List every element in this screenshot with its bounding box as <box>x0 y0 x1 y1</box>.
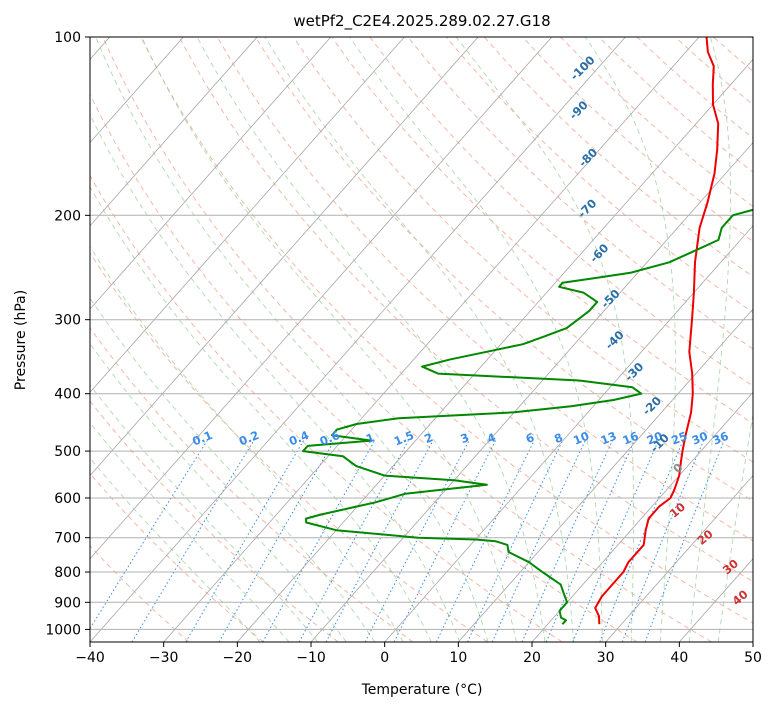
x-tick-label: −30 <box>149 650 179 666</box>
x-tick-label: 50 <box>744 650 762 666</box>
isotherm-line <box>90 37 553 560</box>
y-tick-label: 700 <box>54 531 81 547</box>
isotherm-line <box>605 474 753 642</box>
y-tick-label: 200 <box>54 208 81 224</box>
mixing-ratio-line <box>185 440 305 642</box>
x-tick-label: 30 <box>597 650 615 666</box>
isotherm-line <box>163 37 700 642</box>
moist-adiabat <box>90 297 376 642</box>
y-tick-label: 1000 <box>45 622 81 638</box>
y-tick-label: 100 <box>54 30 81 46</box>
x-axis-label: Temperature (°C) <box>361 682 483 698</box>
mixing-ratio-line <box>491 440 586 642</box>
moist-adiabat <box>90 245 404 642</box>
moist-adiabat <box>90 185 432 642</box>
moist-adiabat <box>264 37 575 642</box>
mixing-ratio-line <box>131 440 255 642</box>
dry-adiabat <box>369 37 753 387</box>
y-tick-label: 400 <box>54 387 81 403</box>
isotherm-line <box>384 225 753 642</box>
y-tick-label: 300 <box>54 313 81 329</box>
y-axis: 1000 900 800 700 600 500 400 300 200 100 <box>45 30 90 638</box>
moist-adiabat <box>95 37 489 642</box>
x-tick-label: 10 <box>449 650 467 666</box>
mixing-ratio-line <box>218 440 335 642</box>
chart-title: wetPf2_C2E4.2025.289.02.27.G18 <box>293 12 550 31</box>
y-tick-label: 500 <box>54 444 81 460</box>
dry-adiabat <box>331 37 753 425</box>
x-tick-label: −40 <box>75 650 105 666</box>
dry-adiabat <box>90 93 638 642</box>
moist-adiabat <box>349 37 603 642</box>
mixing-ratio-label: 13 <box>598 429 618 448</box>
isotherm-line <box>90 37 258 227</box>
isotherm-line <box>458 308 753 642</box>
dry-adiabat <box>140 37 753 624</box>
moist-adiabat <box>717 411 753 642</box>
isotherm-line <box>310 141 753 642</box>
moist-adiabat <box>90 457 261 642</box>
mixing-ratio-label: 20 <box>645 429 665 448</box>
x-tick-label: 20 <box>523 650 541 666</box>
x-axis: −40 −30 −20 −10 0 10 20 30 40 50 <box>75 642 762 666</box>
mixing-ratio-line <box>572 440 660 642</box>
mixing-ratio-label: 16 <box>620 429 640 448</box>
isotherm-line <box>531 391 753 642</box>
isotherm-line <box>90 37 479 477</box>
plot-frame <box>89 36 754 643</box>
mixing-ratio-line <box>262 440 376 642</box>
temperature-line <box>594 37 720 625</box>
dry-adiabat <box>178 37 753 583</box>
moist-adiabat <box>90 113 461 642</box>
dry-adiabat <box>90 174 563 642</box>
moist-adiabat <box>455 37 635 642</box>
mixing-ratio-label: 25 <box>669 429 689 448</box>
dry-adiabat <box>102 37 712 642</box>
background-lines <box>90 37 753 642</box>
isotherm-line <box>90 37 405 393</box>
x-tick-label: 40 <box>670 650 688 666</box>
x-tick-label: −20 <box>223 650 253 666</box>
moist-adiabat <box>196 37 546 642</box>
isotherm-line <box>90 37 626 642</box>
dry-adiabat <box>90 472 264 642</box>
dry-adiabat <box>445 37 753 314</box>
isotherm-line <box>237 58 753 642</box>
y-tick-label: 900 <box>54 595 81 611</box>
y-tick-label: 600 <box>54 491 81 507</box>
mixing-ratio-line <box>545 440 635 642</box>
mixing-ratio-label: 30 <box>690 429 710 448</box>
mixing-ratio-line <box>90 440 208 630</box>
mixing-ratio-line <box>521 440 613 642</box>
x-tick-label: −10 <box>296 650 326 666</box>
dry-adiabat <box>90 252 488 642</box>
profile-lines <box>302 37 753 625</box>
moist-adiabat <box>90 421 290 642</box>
isotherm-line <box>90 37 332 310</box>
mixing-ratio-label: 10 <box>571 429 591 448</box>
moist-adiabat <box>688 37 731 642</box>
x-tick-label: 0 <box>380 650 389 666</box>
y-tick-label: 800 <box>54 565 81 581</box>
moist-adiabat <box>90 384 319 642</box>
dewpoint-line <box>302 208 753 625</box>
isotherm-line <box>90 37 184 144</box>
moist-adiabat <box>584 37 676 642</box>
mixing-ratio-line <box>298 440 409 642</box>
y-axis-label: Pressure (hPa) <box>13 290 29 390</box>
mixing-ratio-label: 36 <box>710 429 730 448</box>
dry-adiabat <box>90 400 339 642</box>
dry-adiabat <box>255 37 753 502</box>
